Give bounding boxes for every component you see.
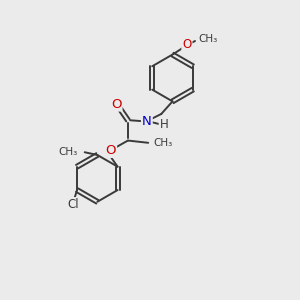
Text: O: O: [182, 38, 192, 51]
Text: CH₃: CH₃: [154, 138, 173, 148]
Text: N: N: [142, 115, 152, 128]
Text: O: O: [106, 144, 116, 157]
Text: Cl: Cl: [68, 198, 79, 211]
Text: O: O: [111, 98, 122, 111]
Text: CH₃: CH₃: [59, 147, 78, 157]
Text: CH₃: CH₃: [199, 34, 218, 44]
Text: H: H: [160, 118, 168, 131]
